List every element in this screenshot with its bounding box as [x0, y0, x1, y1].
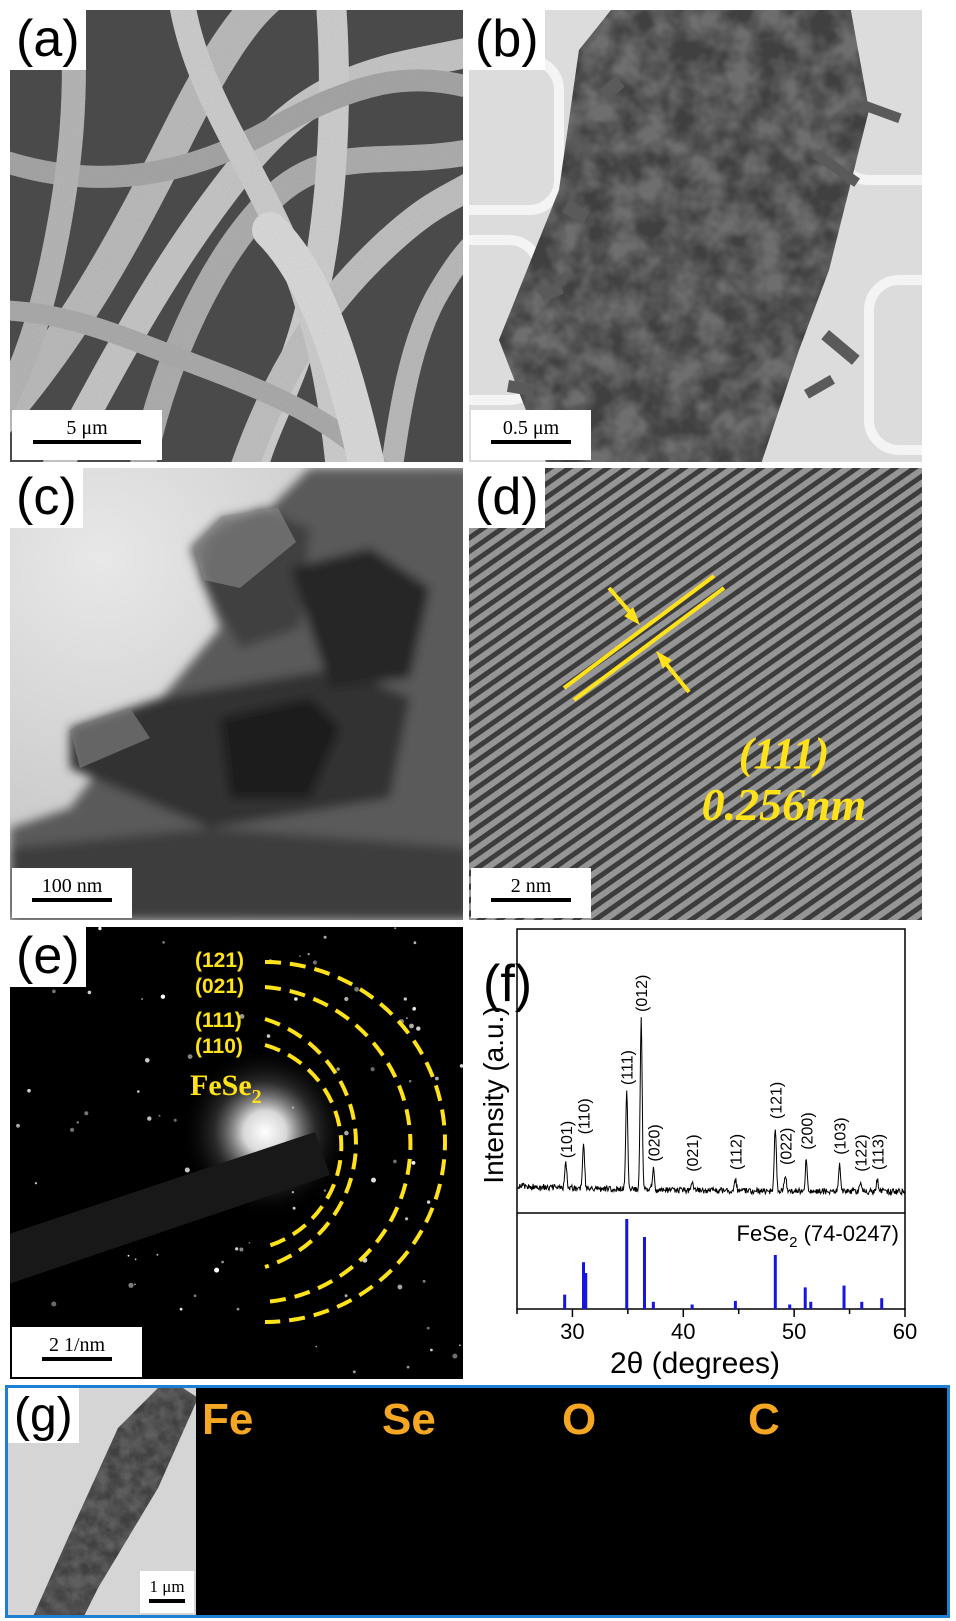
panel-d-hrtem-image: (111) 0.256nm (d) 2 nm [469, 468, 922, 920]
ring-label-111: (111) [195, 1009, 242, 1032]
panel-g-eds-maps: (g) 1 μm [5, 1385, 950, 1618]
ring-label-121: (121) [195, 949, 244, 972]
panel-e-saed-pattern: (121) (021) (111) (110) FeSe2 (e) 2 1/nm [10, 927, 463, 1379]
panel-label-g: (g) [8, 1388, 79, 1444]
element-label-c: C [748, 1395, 780, 1444]
xrd-chart-svg: (f) Intensity (a.u.) 2θ (degrees) (101)(… [478, 928, 917, 1379]
scale-bar-b: 0.5 μm [471, 410, 591, 460]
peak-label-7: (121) [768, 1082, 785, 1119]
scale-bar-c-text: 100 nm [41, 875, 103, 897]
se-map [402, 1388, 576, 1615]
peak-label-9: (200) [799, 1112, 816, 1149]
sem-nanofibers-image [10, 10, 463, 462]
hrtem-lattice-image: (111) 0.256nm [469, 468, 922, 920]
eds-element-maps: Fe Se O C [202, 1388, 947, 1615]
lattice-marker [562, 574, 726, 702]
panel-label-a: (a) [10, 10, 86, 70]
peak-label-4: (020) [646, 1124, 663, 1161]
peak-label-1: (110) [577, 1098, 594, 1134]
peak-label-6: (112) [728, 1134, 745, 1170]
panel-c-tem-image: (c) 100 nm [10, 468, 463, 920]
chart-xlabel: 2θ (degrees) [610, 1347, 780, 1379]
peak-label-11: (122) [854, 1134, 871, 1171]
plot-frame [516, 928, 906, 1310]
chart-ylabel: Intensity (a.u.) [478, 1006, 509, 1183]
x-tick-label-30: 30 [560, 1319, 584, 1344]
peak-label-3: (012) [634, 975, 651, 1012]
diffraction-rings [264, 960, 447, 1324]
panel-label-c: (c) [10, 468, 83, 528]
panel-a-sem-image: (a) 5 μm [10, 10, 463, 462]
panel-label-f: (f) [483, 955, 532, 1013]
scale-bar-e: 2 1/nm [12, 1327, 142, 1377]
panel-f-xrd-chart: (f) Intensity (a.u.) 2θ (degrees) (101)(… [469, 927, 922, 1379]
x-tick-label-50: 50 [782, 1319, 806, 1344]
saed-diffraction-image: (121) (021) (111) (110) FeSe2 [10, 927, 463, 1379]
scale-bar-c: 100 nm [12, 868, 132, 918]
scale-bar-d: 2 nm [471, 868, 591, 918]
panel-b-tem-image: (b) 0.5 μm [469, 10, 922, 462]
peak-label-0: (101) [559, 1121, 576, 1158]
peak-label-12: (113) [870, 1134, 887, 1170]
reference-label: FeSe2 (74-0247) [737, 1221, 899, 1251]
scale-bar-a-text: 5 μm [66, 417, 108, 439]
scale-bar-d-text: 2 nm [510, 875, 552, 897]
lattice-plane-label: (111) [739, 729, 829, 778]
peak-label-10: (103) [833, 1117, 850, 1154]
tem-nanofiber-image [469, 10, 922, 462]
x-tick-label-60: 60 [893, 1319, 917, 1344]
panel-g-tem-image: (g) 1 μm [8, 1388, 196, 1615]
lattice-spacing-label: 0.256nm [702, 779, 867, 830]
panel-label-d: (d) [469, 468, 545, 528]
phase-label: FeSe2 [190, 1069, 262, 1108]
scale-bar-b-text: 0.5 μm [502, 417, 560, 439]
panel-label-b: (b) [469, 10, 545, 70]
element-label-fe: Fe [202, 1395, 253, 1444]
peak-label-8: (022) [778, 1128, 795, 1165]
element-label-o: O [562, 1395, 596, 1444]
scale-bar-g-text: 1 μm [149, 1577, 185, 1596]
scale-bar-a: 5 μm [12, 410, 162, 460]
ring-label-021: (021) [195, 975, 244, 998]
peak-label-5: (021) [685, 1134, 702, 1171]
tem-crystals-image [10, 468, 463, 920]
beam-stopper [10, 1132, 330, 1284]
c-map [744, 1388, 947, 1615]
panel-label-e: (e) [10, 927, 86, 987]
element-label-se: Se [382, 1395, 436, 1444]
ring-label-110: (110) [195, 1035, 243, 1058]
scale-bar-e-text: 2 1/nm [48, 1334, 106, 1356]
x-tick-label-40: 40 [671, 1319, 695, 1344]
peak-label-2: (111) [620, 1050, 637, 1085]
xrd-pattern-line [516, 1017, 906, 1197]
scale-bar-g: 1 μm [140, 1571, 194, 1613]
fe-map [222, 1388, 396, 1615]
